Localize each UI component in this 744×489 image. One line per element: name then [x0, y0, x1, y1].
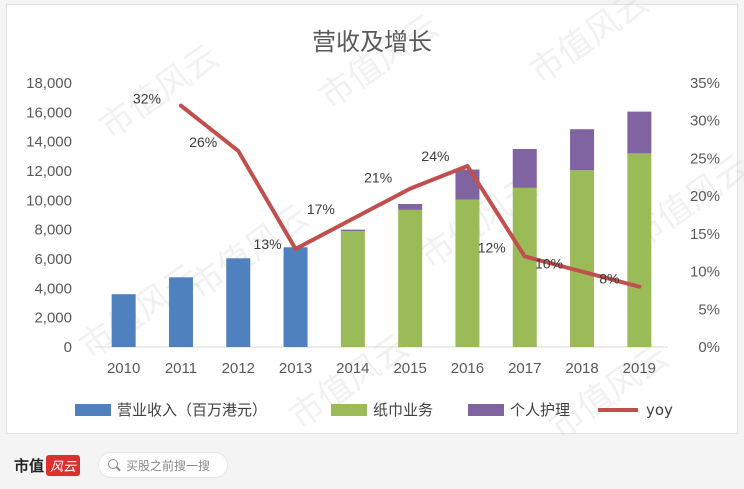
bar-tissue [340, 231, 365, 347]
revenue-chart: 市值风云市值风云市值风云市值风云市值风云市值风云市值风云市值风云市值风云 营收及… [26, 0, 744, 440]
bars [111, 111, 652, 347]
bar-personal-care [627, 111, 652, 154]
yoy-data-label: 8% [599, 271, 619, 287]
right-axis-tick-label: 10% [690, 264, 720, 281]
yoy-data-labels: 32% 26% 13% 17% 21% 24% 12% 10% 8% [133, 91, 620, 287]
bar-revenue [226, 258, 251, 347]
watermark-text: 市值风云 [312, 7, 446, 118]
right-axis-tick-label: 35% [690, 75, 720, 92]
bar-personal-care [340, 229, 365, 232]
legend-swatch [75, 404, 111, 416]
legend-swatch [468, 404, 504, 416]
yoy-data-label: 21% [364, 170, 392, 186]
watermark-text: 市值风云 [542, 337, 676, 440]
left-axis-tick-label: 8,000 [34, 222, 72, 239]
bar-tissue [512, 187, 537, 347]
legend-swatch [331, 404, 367, 416]
yoy-data-label: 13% [254, 236, 282, 252]
bar-tissue [398, 209, 423, 347]
x-axis-tick-label: 2016 [451, 360, 484, 377]
x-axis-tick-label: 2019 [623, 360, 656, 377]
legend-label: 纸巾业务 [373, 401, 433, 419]
x-axis-tick-label: 2013 [279, 360, 312, 377]
logo-text: 市值 [14, 456, 45, 475]
left-axis-tick-label: 16,000 [26, 104, 72, 121]
right-axis-tick-label: 0% [698, 339, 720, 356]
left-axis-tick-label: 12,000 [26, 163, 72, 180]
yoy-data-label: 12% [478, 239, 506, 255]
x-axis-tick-label: 2018 [565, 360, 598, 377]
left-axis-tick-label: 10,000 [26, 192, 72, 209]
yoy-data-label: 24% [421, 148, 449, 164]
yoy-data-label: 32% [133, 91, 161, 107]
bar-personal-care [512, 149, 537, 188]
bar-personal-care [398, 204, 423, 210]
x-axis-tick-label: 2017 [508, 360, 541, 377]
legend-label: 营业收入（百万港元） [117, 401, 267, 419]
bar-personal-care [570, 129, 595, 171]
left-axis-tick-label: 18,000 [26, 75, 72, 92]
logo-mark: 风云 [46, 454, 81, 476]
right-axis-ticks: 0% 5% 10% 15% 20% 25% 30% 35% [690, 75, 720, 356]
x-axis-tick-label: 2012 [222, 360, 255, 377]
yoy-data-label: 17% [307, 201, 335, 217]
right-axis-tick-label: 30% [690, 113, 720, 130]
x-axis-tick-label: 2010 [107, 360, 140, 377]
bar-tissue [570, 170, 595, 347]
legend-label: 个人护理 [510, 401, 570, 419]
yoy-data-label: 26% [189, 134, 217, 150]
right-axis-tick-label: 5% [698, 301, 720, 318]
x-axis-tick-label: 2011 [165, 360, 197, 377]
brand-logo[interactable]: 市值 风云 [14, 453, 81, 477]
bar-personal-care [455, 169, 480, 200]
yoy-line-group [178, 103, 642, 289]
chart-title: 营收及增长 [312, 28, 432, 56]
search-icon [107, 458, 121, 472]
left-axis-tick-label: 2,000 [34, 310, 72, 327]
search-placeholder: 买股之前搜一搜 [126, 458, 211, 473]
x-axis-tick-label: 2014 [336, 360, 369, 377]
chart-card [6, 4, 738, 434]
x-axis-ticks: 2010 2011 2012 2013 2014 2015 2016 2017 2018 2019 [107, 360, 656, 377]
right-axis-tick-label: 15% [690, 226, 720, 243]
bar-revenue [168, 277, 193, 347]
left-axis-tick-label: 14,000 [26, 134, 72, 151]
left-axis-tick-label: 0 [64, 339, 72, 356]
x-axis-tick-label: 2015 [393, 360, 426, 377]
right-axis-tick-label: 20% [690, 188, 720, 205]
left-axis-ticks: 0 2,000 4,000 6,000 8,000 10,000 12,000 14,000 1… [26, 75, 72, 356]
left-axis-tick-label: 4,000 [34, 280, 72, 297]
bar-tissue [627, 153, 652, 347]
bar-revenue [283, 247, 308, 347]
legend-label: yoy [646, 401, 673, 419]
legend: 营业收入（百万港元） 纸巾业务 个人护理 yoy [75, 401, 673, 419]
yoy-line [178, 103, 642, 289]
watermark-text: 市值风云 [522, 0, 656, 92]
bar-revenue [111, 294, 136, 347]
bar-tissue [455, 199, 480, 347]
yoy-data-label: 10% [535, 256, 563, 272]
right-axis-tick-label: 25% [690, 150, 720, 167]
footer-bar: 市值 风云 买股之前搜一搜 [0, 440, 744, 489]
left-axis-tick-label: 6,000 [34, 251, 72, 268]
search-box[interactable]: 买股之前搜一搜 [98, 452, 228, 478]
